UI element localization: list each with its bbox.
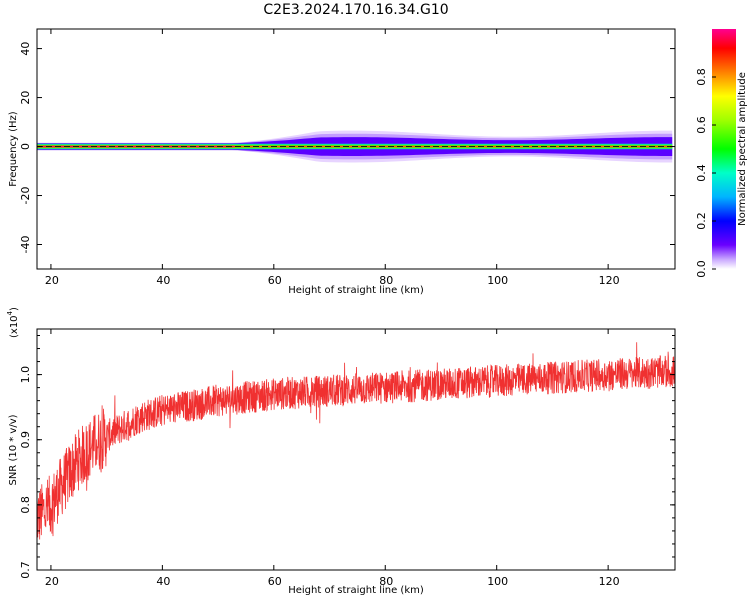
colorbar-tick-label: 0.6 — [695, 116, 708, 134]
spectrogram-ytick-label: 0 — [19, 143, 32, 150]
snr-ylabel: SNR (10 * v/v) — [8, 414, 19, 485]
spectrogram-ytick-label: -20 — [19, 187, 32, 205]
snr-panel: 20 40 60 80 100 120 0.7 0.8 0.9 1.0 Height of str… — [6, 307, 676, 596]
spectrogram-ytick-label: -40 — [19, 236, 32, 254]
colorbar-ticks: 0.0 0.2 0.4 0.6 0.8 — [695, 68, 716, 278]
spectrogram-heatmap — [37, 130, 675, 163]
colorbar: 0.0 0.2 0.4 0.6 0.8 Normalized spectral ampl… — [695, 29, 748, 278]
colorbar-tick-label: 0.4 — [695, 164, 708, 182]
spectrogram-xlabel: Height of straight line (km) — [288, 285, 424, 296]
snr-ticks: 20 40 60 80 100 120 0.7 0.8 0.9 1.0 — [19, 329, 675, 588]
colorbar-gradient — [712, 29, 736, 269]
snr-xlabel: Height of straight line (km) — [288, 585, 424, 596]
snr-frame — [36, 328, 676, 571]
snr-scale-label: (x104) — [6, 307, 20, 338]
colorbar-tick-label: 0.2 — [695, 212, 708, 230]
colorbar-label: Normalized spectral amplitude — [737, 72, 748, 226]
spectrogram-xtick-label: 100 — [487, 274, 508, 287]
snr-ytick-label: 1.0 — [19, 366, 32, 384]
snr-series-line — [37, 342, 675, 540]
spectrogram-ytick-label: 40 — [19, 42, 32, 56]
snr-xtick-label: 60 — [268, 575, 282, 588]
spectrogram-frame — [36, 28, 676, 270]
spectrogram-panel: 20 40 60 80 100 120 -40 -20 0 20 40 Height of stra… — [8, 28, 676, 296]
snr-scale-close: ) — [9, 307, 20, 311]
snr-ytick-label: 0.8 — [19, 496, 32, 514]
colorbar-tick-label: 0.8 — [695, 68, 708, 86]
snr-xtick-label: 120 — [599, 575, 620, 588]
snr-ytick-label: 0.7 — [19, 561, 32, 579]
spectrogram-xtick-label: 20 — [45, 274, 59, 287]
snr-scale-prefix: (x10 — [9, 315, 20, 338]
spectrogram-xtick-label: 40 — [156, 274, 170, 287]
chart-title: C2E3.2024.170.16.34.G10 — [263, 2, 448, 18]
snr-ytick-label: 0.9 — [19, 431, 32, 449]
spectrogram-xtick-label: 80 — [379, 274, 393, 287]
snr-xtick-label: 40 — [156, 575, 170, 588]
snr-scale-exponent: 4 — [6, 310, 14, 315]
snr-xtick-label: 100 — [487, 575, 508, 588]
spectrogram-xtick-label: 120 — [599, 274, 620, 287]
spectrogram-ytick-label: 20 — [19, 91, 32, 105]
spectrogram-xtick-label: 60 — [268, 274, 282, 287]
snr-xtick-label: 20 — [45, 575, 59, 588]
spectrogram-ylabel: Frequency (Hz) — [8, 111, 19, 187]
spectrogram-ticks: 20 40 60 80 100 120 -40 -20 0 20 40 — [19, 29, 675, 287]
snr-xtick-label: 80 — [379, 575, 393, 588]
colorbar-tick-label: 0.0 — [695, 260, 708, 278]
